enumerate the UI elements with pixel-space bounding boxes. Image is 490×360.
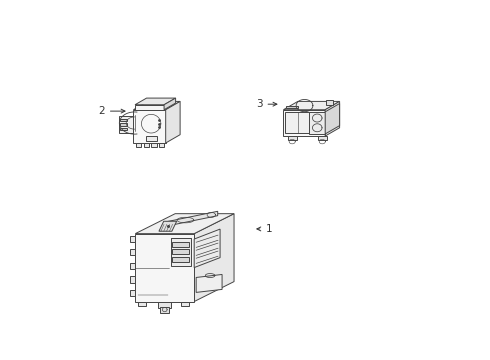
Polygon shape [135,98,175,105]
Text: 2: 2 [98,106,125,116]
Polygon shape [288,136,297,140]
Polygon shape [166,102,180,143]
Polygon shape [130,249,135,255]
Polygon shape [130,276,135,283]
Polygon shape [325,104,340,134]
Polygon shape [194,214,234,302]
Polygon shape [130,236,135,242]
Text: 1: 1 [257,224,272,234]
Polygon shape [146,136,157,141]
Polygon shape [159,221,177,231]
Polygon shape [285,112,311,134]
Polygon shape [158,302,171,308]
Polygon shape [135,105,164,110]
Polygon shape [136,143,141,148]
Polygon shape [325,102,340,136]
Polygon shape [119,116,133,133]
Polygon shape [144,143,149,148]
Polygon shape [172,249,190,254]
Polygon shape [283,110,325,136]
Polygon shape [135,234,194,302]
Polygon shape [194,229,220,267]
Polygon shape [121,123,127,126]
Polygon shape [133,110,166,143]
Polygon shape [121,128,127,130]
Polygon shape [164,211,218,227]
Polygon shape [318,136,327,140]
Polygon shape [286,107,298,108]
Polygon shape [181,302,190,306]
Polygon shape [133,102,180,110]
Polygon shape [121,119,127,121]
Polygon shape [283,102,340,110]
Polygon shape [130,263,135,269]
Polygon shape [138,302,146,306]
Text: 3: 3 [256,99,277,109]
Polygon shape [172,242,190,247]
Polygon shape [309,112,325,134]
Polygon shape [326,100,333,105]
Polygon shape [164,98,175,110]
Polygon shape [160,307,170,312]
Polygon shape [130,290,135,296]
Polygon shape [196,274,222,292]
Polygon shape [135,214,234,234]
Polygon shape [159,143,164,148]
Polygon shape [171,238,191,266]
Polygon shape [151,143,157,148]
Polygon shape [172,257,190,262]
